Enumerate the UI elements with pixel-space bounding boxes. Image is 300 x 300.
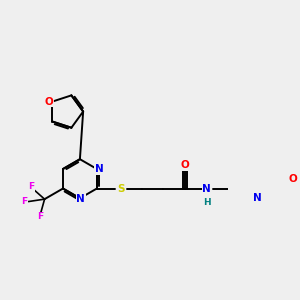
Text: F: F: [21, 197, 27, 206]
Text: O: O: [180, 160, 189, 170]
Text: S: S: [117, 184, 125, 194]
Text: O: O: [288, 174, 297, 184]
Text: N: N: [76, 194, 85, 204]
Text: F: F: [28, 182, 34, 191]
Text: F: F: [38, 212, 44, 221]
Text: N: N: [202, 184, 211, 194]
Text: O: O: [45, 97, 53, 106]
Text: N: N: [253, 193, 262, 203]
Text: H: H: [203, 198, 211, 207]
Text: N: N: [95, 164, 103, 174]
